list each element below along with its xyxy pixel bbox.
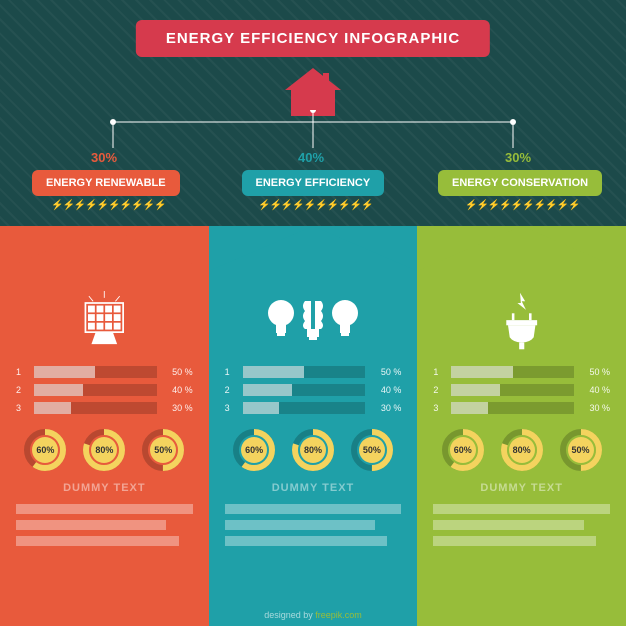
text-placeholder-bar <box>225 536 388 546</box>
category-pct: 30% <box>505 150 531 165</box>
category-badge: ENERGY EFFICIENCY <box>242 170 385 196</box>
text-placeholder-bar <box>225 504 402 514</box>
credit-text: designed by freepik.com <box>264 610 362 620</box>
dummy-label: DUMMY TEXT <box>16 482 193 494</box>
bolt-row: ⚡⚡⚡⚡⚡⚡⚡⚡⚡⚡ <box>51 200 166 211</box>
text-bars <box>16 504 193 546</box>
donut-chart: 50% <box>141 428 185 472</box>
text-bars <box>433 504 610 546</box>
bars: 150 % 240 % 330 % <box>225 366 402 414</box>
text-placeholder-bar <box>225 520 375 530</box>
panel-conservation: 150 % 240 % 330 % 60% 80% 50% DUMMY TEXT <box>417 226 626 626</box>
bolt-row: ⚡⚡⚡⚡⚡⚡⚡⚡⚡⚡ <box>465 200 580 211</box>
donuts: 60% 80% 50% <box>16 428 193 472</box>
connector-lines <box>103 110 523 150</box>
donut-chart: 50% <box>559 428 603 472</box>
text-placeholder-bar <box>16 504 193 514</box>
bar-row: 150 % <box>16 366 193 378</box>
bar-row: 330 % <box>16 402 193 414</box>
donut-chart: 60% <box>232 428 276 472</box>
text-placeholder-bar <box>16 520 166 530</box>
text-bars <box>225 504 402 546</box>
bars: 150 % 240 % 330 % <box>16 366 193 414</box>
dummy-label: DUMMY TEXT <box>225 482 402 494</box>
bar-row: 240 % <box>16 384 193 396</box>
bars: 150 % 240 % 330 % <box>433 366 610 414</box>
panel-renewable: 150 % 240 % 330 % 60% 80% 50% DUMMY TEXT <box>0 226 209 626</box>
category-pct: 40% <box>298 150 324 165</box>
category-pct: 30% <box>91 150 117 165</box>
bar-row: 150 % <box>225 366 402 378</box>
bar-row: 240 % <box>225 384 402 396</box>
bar-row: 240 % <box>433 384 610 396</box>
donuts: 60% 80% 50% <box>225 428 402 472</box>
donut-chart: 80% <box>82 428 126 472</box>
solar-panel-icon <box>16 286 193 356</box>
bulbs-icon <box>225 286 402 356</box>
bar-row: 330 % <box>225 402 402 414</box>
panels-row: 150 % 240 % 330 % 60% 80% 50% DUMMY TEXT 150… <box>0 226 626 626</box>
text-placeholder-bar <box>433 520 583 530</box>
text-placeholder-bar <box>16 536 179 546</box>
title-badge: ENERGY EFFICIENCY INFOGRAPHIC <box>136 20 490 57</box>
bar-row: 330 % <box>433 402 610 414</box>
panel-efficiency: 150 % 240 % 330 % 60% 80% 50% DUMMY TEXT <box>209 226 418 626</box>
dummy-label: DUMMY TEXT <box>433 482 610 494</box>
donuts: 60% 80% 50% <box>433 428 610 472</box>
donut-chart: 60% <box>23 428 67 472</box>
donut-chart: 80% <box>500 428 544 472</box>
category-badge: ENERGY CONSERVATION <box>438 170 602 196</box>
text-placeholder-bar <box>433 536 596 546</box>
donut-chart: 50% <box>350 428 394 472</box>
category-badge: ENERGY RENEWABLE <box>32 170 180 196</box>
donut-chart: 60% <box>441 428 485 472</box>
bolt-row: ⚡⚡⚡⚡⚡⚡⚡⚡⚡⚡ <box>258 200 373 211</box>
donut-chart: 80% <box>291 428 335 472</box>
plug-icon <box>433 286 610 356</box>
text-placeholder-bar <box>433 504 610 514</box>
bar-row: 150 % <box>433 366 610 378</box>
